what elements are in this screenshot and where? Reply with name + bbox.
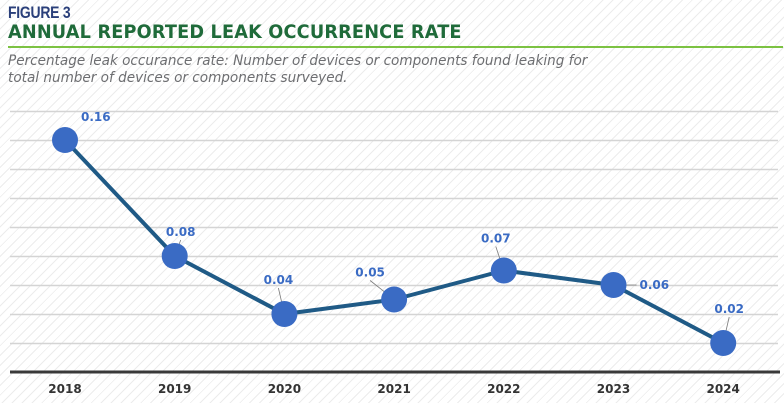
x-tick-label: 2021 — [377, 382, 410, 396]
data-marker — [161, 243, 188, 269]
data-label: 0.08 — [166, 225, 196, 239]
data-markers — [52, 127, 737, 356]
x-tick-label: 2018 — [48, 382, 81, 396]
x-tick-label: 2019 — [158, 382, 191, 396]
data-marker — [710, 330, 737, 356]
x-tick-labels: 2018 2019 2020 2021 2022 2023 2024 — [48, 382, 740, 396]
x-tick-label: 2023 — [597, 382, 630, 396]
data-labels: 0.16 0.08 0.04 0.05 0.07 0.06 0.02 — [81, 110, 744, 316]
x-tick-label: 2020 — [268, 382, 301, 396]
data-label: 0.05 — [355, 266, 385, 280]
data-marker — [271, 301, 298, 327]
data-marker — [490, 257, 517, 284]
gridlines — [10, 110, 778, 345]
data-label: 0.04 — [264, 273, 294, 287]
x-tick-label: 2022 — [487, 382, 520, 396]
chart-title: ANNUAL REPORTED LEAK OCCURRENCE RATE — [8, 21, 462, 43]
data-label: 0.16 — [81, 110, 111, 124]
figure-label: FIGURE 3 — [8, 3, 71, 22]
data-marker — [381, 286, 408, 313]
data-label: 0.02 — [714, 302, 744, 316]
data-label: 0.06 — [640, 278, 670, 292]
title-divider — [8, 46, 783, 48]
data-marker — [52, 127, 78, 153]
data-label: 0.07 — [481, 232, 511, 246]
chart-subtitle: Percentage leak occurance rate: Number o… — [8, 53, 588, 86]
series-line — [63, 138, 725, 345]
x-tick-label: 2024 — [706, 382, 739, 396]
data-marker — [600, 272, 627, 298]
